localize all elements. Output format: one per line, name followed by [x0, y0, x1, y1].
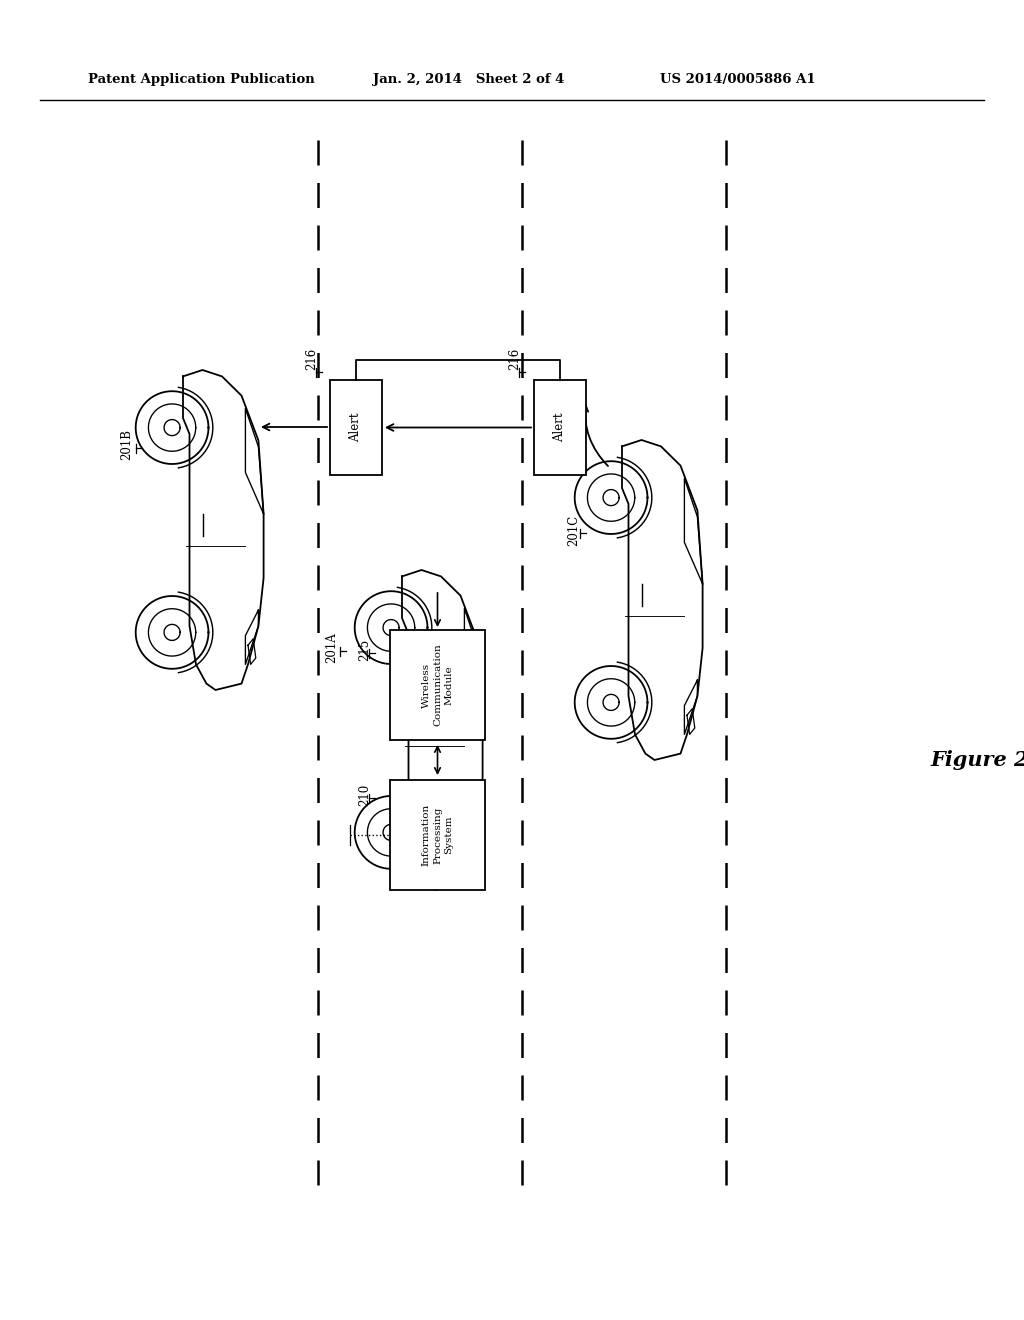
Text: 210: 210	[358, 784, 371, 807]
Bar	[390, 780, 485, 890]
Text: US 2014/0005886 A1: US 2014/0005886 A1	[660, 74, 816, 87]
Text: 216: 216	[305, 347, 318, 370]
Text: Information
Processing
System: Information Processing System	[422, 804, 453, 866]
Text: Alert: Alert	[554, 413, 566, 442]
Text: Figure 2: Figure 2	[930, 750, 1024, 770]
Text: 216: 216	[508, 347, 521, 370]
Text: Alert: Alert	[349, 413, 362, 442]
Text: Wireless
Communication
Module: Wireless Communication Module	[422, 644, 453, 726]
Text: Jan. 2, 2014   Sheet 2 of 4: Jan. 2, 2014 Sheet 2 of 4	[373, 74, 564, 87]
Text: 215: 215	[358, 639, 371, 661]
Bar	[390, 630, 485, 741]
Text: Patent Application Publication: Patent Application Publication	[88, 74, 314, 87]
Text: 201A: 201A	[325, 632, 338, 664]
Bar	[534, 380, 586, 475]
Text: 201B: 201B	[120, 429, 133, 461]
Text: 201C: 201C	[567, 515, 580, 545]
Bar	[330, 380, 382, 475]
